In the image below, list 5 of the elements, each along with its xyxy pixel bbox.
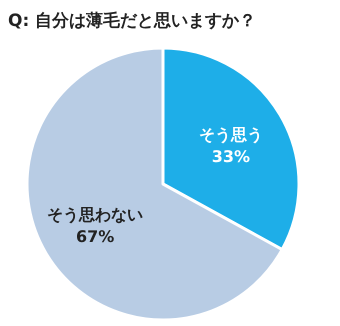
slice-label: そう思わない — [47, 205, 144, 224]
data-label: 33% — [212, 146, 250, 166]
slice-label: そう思う — [198, 124, 263, 144]
data-label: 67% — [76, 227, 114, 246]
chart-title: Q: 自分は薄毛だと思いますか？ — [8, 11, 256, 31]
